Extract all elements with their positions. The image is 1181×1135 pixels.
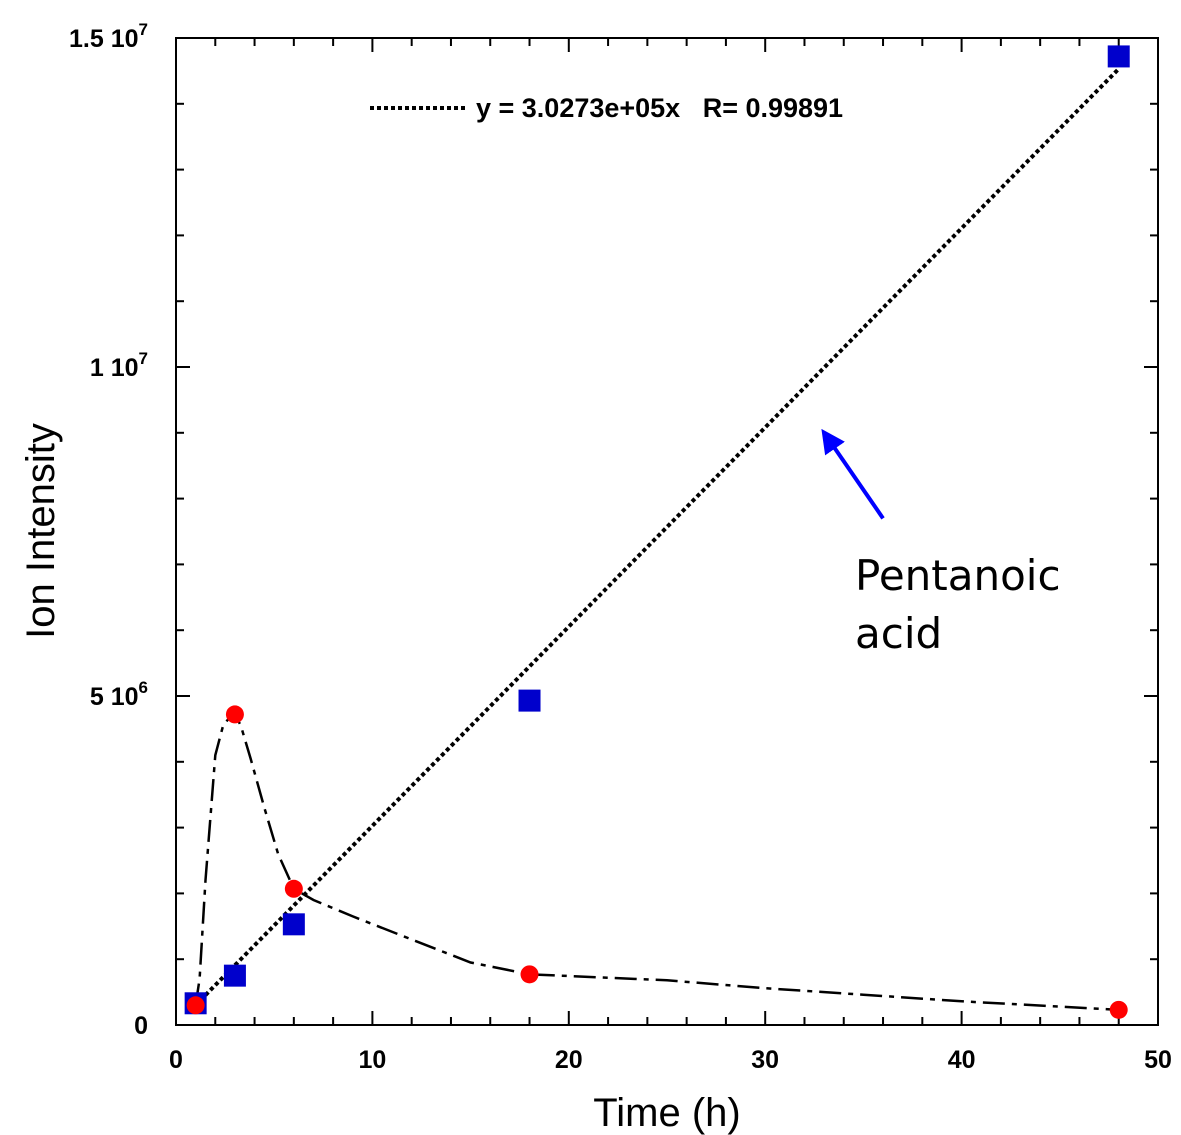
y-axis-title: Ion Intensity	[19, 423, 63, 639]
square-point	[223, 964, 246, 987]
fit-line	[194, 67, 1121, 1007]
x-tick-label: 50	[1144, 1046, 1172, 1074]
annotation: Pentanoic acid	[821, 428, 1061, 658]
circle-point	[186, 996, 205, 1015]
circle-point	[1109, 1000, 1128, 1019]
y-tick-label: 5 106	[90, 678, 148, 711]
y-tick-exponent: 7	[139, 20, 148, 39]
circle-point	[225, 705, 244, 724]
annotation-arrow	[821, 428, 885, 520]
y-tick-exponent: 7	[139, 349, 148, 368]
legend-fit-label: y = 3.0273e+05x R= 0.99891	[476, 93, 843, 123]
plot-frame	[175, 37, 1159, 1026]
legend: y = 3.0273e+05x R= 0.99891	[370, 93, 843, 123]
square-point	[282, 913, 305, 936]
y-tick-mantissa: 1 10	[90, 354, 139, 382]
y-tick-label: 0	[134, 1012, 148, 1040]
x-tick-label: 30	[751, 1046, 779, 1074]
x-tick-label: 20	[555, 1046, 583, 1074]
x-tick-label: 0	[169, 1046, 183, 1074]
data-points	[184, 45, 1130, 1019]
y-tick-mantissa: 0	[134, 1012, 148, 1040]
y-tick-label: 1.5 107	[69, 20, 148, 53]
x-tick-label: 40	[948, 1046, 976, 1074]
x-axis-title: Time (h)	[593, 1091, 740, 1135]
annotation-line-1: Pentanoic	[855, 551, 1061, 600]
y-tick-mantissa: 1.5 10	[69, 25, 139, 53]
square-point	[518, 689, 541, 712]
y-tick-mantissa: 5 10	[90, 683, 139, 711]
y-tick-label: 1 107	[90, 349, 148, 382]
circle-point	[284, 879, 303, 898]
y-tick-exponent: 6	[139, 678, 148, 697]
circle-point	[520, 965, 539, 984]
annotation-line-2: acid	[855, 609, 942, 658]
fit-line-group	[194, 67, 1121, 1007]
x-tick-label: 10	[358, 1046, 386, 1074]
tick-marks	[175, 37, 1159, 1026]
square-point	[1107, 45, 1130, 68]
